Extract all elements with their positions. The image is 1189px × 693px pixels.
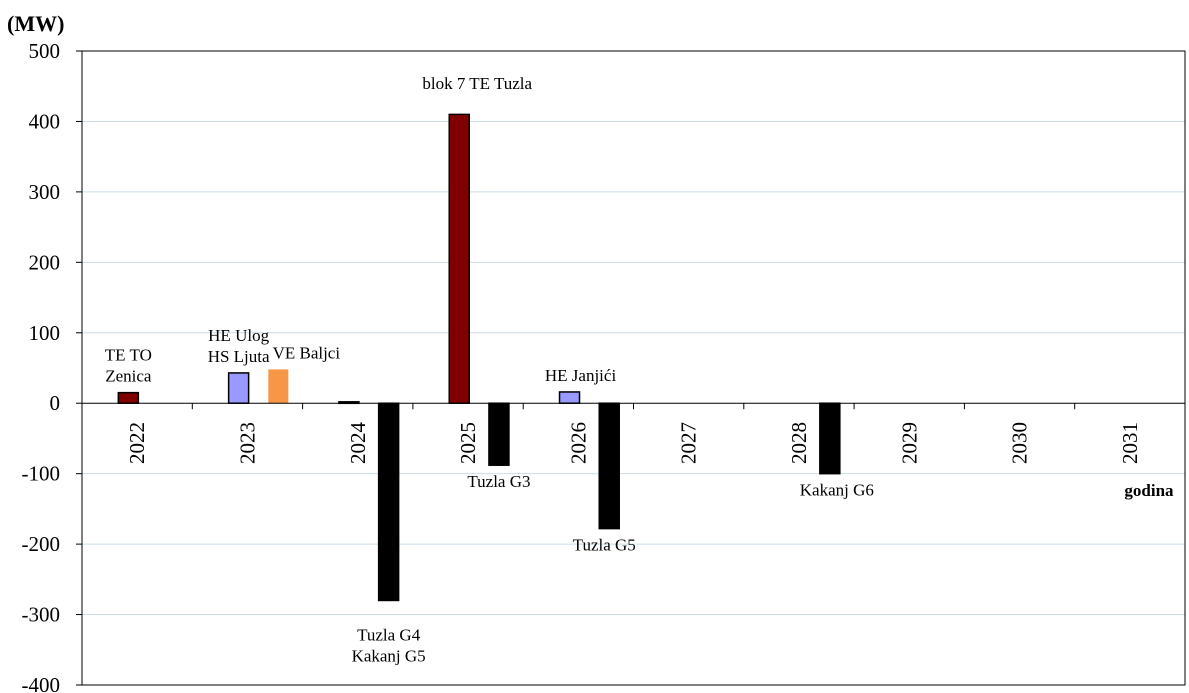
- annotation-line: VE Baljci: [273, 343, 341, 362]
- bar-annotation: Kakanj G6: [800, 481, 874, 500]
- bar-annotation: HE Ulog HS Ljuta: [208, 326, 270, 366]
- annotation-line: Kakanj G5: [352, 646, 426, 665]
- bar-2022-thermal: [117, 391, 140, 404]
- x-tick-label: 2022: [125, 422, 149, 464]
- y-tick-label: 300: [29, 180, 61, 204]
- annotation-line: TE TO: [105, 346, 152, 365]
- plot-frame: [81, 50, 1186, 686]
- bar-annotations: TE TO Zenica HE Ulog HS Ljuta VE Baljci Tuzla…: [105, 74, 874, 665]
- bar-annotation: blok 7 TE Tuzla: [422, 74, 532, 93]
- annotation-line: Tuzla G4: [357, 625, 421, 644]
- bar-2024-decommission: [377, 402, 400, 602]
- bar-annotation: Tuzla G3: [467, 472, 530, 491]
- y-tick-label: -200: [22, 532, 61, 556]
- y-tick-label: 400: [29, 109, 61, 133]
- x-tick-label: 2030: [1008, 422, 1032, 464]
- bar-2026-decommission: [598, 402, 620, 530]
- x-tick-label: 2023: [235, 422, 259, 464]
- x-tick-label: 2031: [1118, 422, 1142, 464]
- y-tick-label: -100: [22, 462, 61, 486]
- x-axis-label: godina: [1124, 481, 1174, 500]
- annotation-line: Tuzla G5: [573, 536, 636, 555]
- y-axis-label: (MW): [7, 11, 64, 36]
- x-tick-label: 2025: [456, 422, 480, 464]
- bar-annotation: VE Baljci: [273, 343, 341, 362]
- bar-2023-wind: [268, 369, 289, 404]
- y-tick-label: 200: [29, 250, 61, 274]
- x-tick-label: 2027: [677, 422, 701, 464]
- bar-2026-hydro: [558, 391, 581, 404]
- x-tick-label: 2029: [897, 422, 921, 464]
- bar-annotation: Tuzla G5: [573, 536, 636, 555]
- bar-2023-hydro: [227, 372, 250, 404]
- y-tick-label: 500: [29, 39, 61, 63]
- bar-2025-decommission: [488, 402, 510, 466]
- bar-annotation: TE TO Zenica: [105, 346, 152, 386]
- y-tick-labels: -400 -300 -200 -100 0 100 200 300 400 500: [22, 39, 61, 693]
- x-tick-labels: 2022 2023 2024 2025 2026 2027 2028 2029 2030 2031: [125, 422, 1142, 465]
- y-tick-label: 0: [50, 391, 61, 415]
- y-tick-label: 100: [29, 321, 61, 345]
- bar-2025-thermal: [448, 113, 470, 404]
- annotation-line: HS Ljuta: [208, 347, 270, 366]
- y-tick-label: -400: [22, 673, 61, 693]
- annotation-line: Zenica: [105, 367, 152, 386]
- bar-annotation: Tuzla G4 Kakanj G5: [352, 625, 426, 665]
- annotation-line: blok 7 TE Tuzla: [422, 74, 532, 93]
- bar-annotation: HE Janjići: [545, 366, 617, 385]
- gridlines: [82, 50, 1185, 616]
- annotation-line: Tuzla G3: [467, 472, 530, 491]
- x-tick-label: 2024: [346, 422, 370, 465]
- annotation-line: HE Janjići: [545, 366, 617, 385]
- annotation-line: HE Ulog: [208, 326, 269, 345]
- x-tick-label: 2026: [566, 422, 590, 464]
- axes: [76, 50, 1186, 686]
- annotation-line: Kakanj G6: [800, 481, 874, 500]
- x-tick-label: 2028: [787, 422, 811, 464]
- bar-2028-decommission: [819, 402, 841, 475]
- y-tick-label: -300: [22, 603, 61, 627]
